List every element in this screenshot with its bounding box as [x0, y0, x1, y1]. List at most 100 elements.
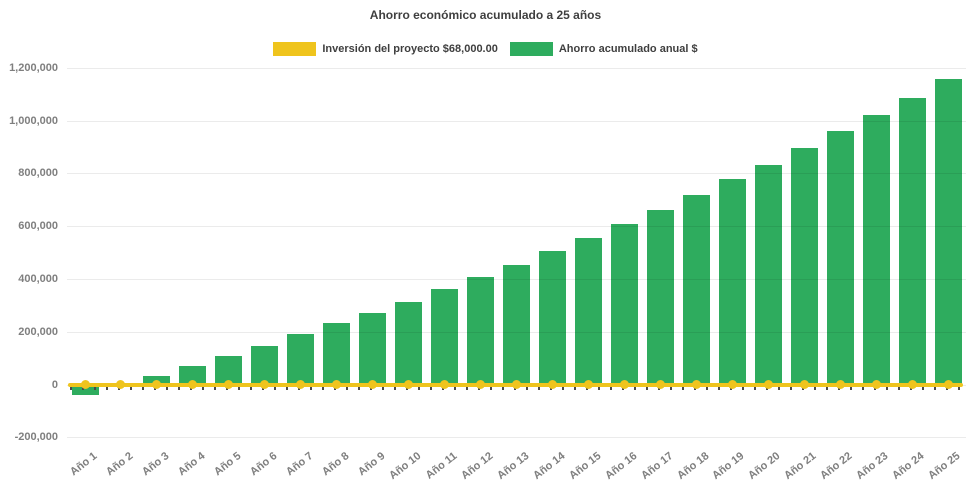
- bar-year-22[interactable]: [826, 131, 854, 385]
- axis-minor-tick: [250, 384, 252, 390]
- investment-marker-year-13[interactable]: [512, 380, 522, 389]
- axis-minor-tick: [754, 384, 756, 390]
- bar-year-17[interactable]: [647, 209, 675, 385]
- axis-minor-tick: [598, 384, 600, 390]
- bar-year-18[interactable]: [683, 194, 711, 385]
- axis-minor-tick: [490, 384, 492, 390]
- bar-year-21[interactable]: [790, 148, 818, 385]
- gridline-400,000: [67, 278, 966, 280]
- axis-minor-tick: [142, 384, 144, 390]
- y-axis-label-600,000: 600,000: [18, 220, 58, 233]
- axis-minor-tick: [106, 384, 108, 390]
- y-axis-label-1,000,000: 1,000,000: [9, 114, 58, 127]
- investment-marker-year-25[interactable]: [943, 380, 953, 389]
- axis-minor-tick: [322, 384, 324, 390]
- chart-legend: Inversión del proyecto $68,000.00 Ahorro…: [0, 42, 971, 56]
- axis-minor-tick: [178, 384, 180, 390]
- bar-year-10[interactable]: [395, 302, 423, 385]
- axis-minor-tick: [934, 384, 936, 390]
- axis-minor-tick: [166, 384, 168, 390]
- investment-marker-year-14[interactable]: [548, 380, 558, 389]
- axis-minor-tick: [538, 384, 540, 390]
- bar-year-25[interactable]: [934, 79, 962, 385]
- bar-year-23[interactable]: [862, 114, 890, 385]
- axis-minor-tick: [502, 384, 504, 390]
- axis-minor-tick: [562, 384, 564, 390]
- bar-year-9[interactable]: [359, 313, 387, 385]
- axis-minor-tick: [742, 384, 744, 390]
- investment-marker-year-10[interactable]: [404, 380, 414, 389]
- axis-minor-tick: [238, 384, 240, 390]
- axis-minor-tick: [646, 384, 648, 390]
- investment-marker-year-3[interactable]: [152, 380, 162, 389]
- axis-minor-tick: [346, 384, 348, 390]
- investment-marker-year-22[interactable]: [835, 380, 845, 389]
- y-axis-label--200,000: -200,000: [14, 431, 58, 444]
- investment-marker-year-15[interactable]: [584, 380, 594, 389]
- investment-marker-year-17[interactable]: [656, 380, 666, 389]
- axis-minor-tick: [310, 384, 312, 390]
- investment-marker-year-21[interactable]: [799, 380, 809, 389]
- axis-minor-tick: [526, 384, 528, 390]
- axis-minor-tick: [202, 384, 204, 390]
- bar-year-24[interactable]: [898, 97, 926, 385]
- gridline-800,000: [67, 173, 966, 175]
- bar-year-15[interactable]: [575, 237, 603, 385]
- axis-minor-tick: [682, 384, 684, 390]
- bar-year-19[interactable]: [718, 178, 746, 385]
- investment-marker-year-5[interactable]: [224, 380, 234, 389]
- axis-minor-tick: [574, 384, 576, 390]
- axis-minor-tick: [382, 384, 384, 390]
- bar-year-13[interactable]: [503, 265, 531, 385]
- bar-year-14[interactable]: [539, 250, 567, 385]
- axis-minor-tick: [850, 384, 852, 390]
- investment-marker-year-18[interactable]: [692, 380, 702, 389]
- bar-year-6[interactable]: [251, 345, 279, 385]
- investment-marker-year-19[interactable]: [727, 380, 737, 389]
- investment-marker-year-7[interactable]: [296, 380, 306, 389]
- axis-minor-tick: [706, 384, 708, 390]
- bar-year-7[interactable]: [287, 333, 315, 385]
- bar-year-12[interactable]: [467, 277, 495, 385]
- investment-marker-year-2[interactable]: [116, 380, 126, 389]
- gridline-200,000: [67, 331, 966, 333]
- bar-year-4[interactable]: [179, 365, 207, 385]
- y-axis-label-200,000: 200,000: [18, 325, 58, 338]
- bar-year-20[interactable]: [754, 165, 782, 385]
- axis-minor-tick: [94, 384, 96, 390]
- investment-marker-year-4[interactable]: [188, 380, 198, 389]
- investment-marker-year-11[interactable]: [440, 380, 450, 389]
- investment-marker-year-16[interactable]: [620, 380, 630, 389]
- axis-minor-tick: [286, 384, 288, 390]
- investment-marker-year-9[interactable]: [368, 380, 378, 389]
- investment-marker-year-24[interactable]: [907, 380, 917, 389]
- bar-year-16[interactable]: [611, 223, 639, 385]
- investment-marker-year-6[interactable]: [260, 380, 270, 389]
- bar-year-8[interactable]: [323, 322, 351, 385]
- y-axis-label-0: 0: [51, 378, 58, 391]
- y-axis-label-400,000: 400,000: [18, 272, 58, 285]
- axis-minor-tick: [826, 384, 828, 390]
- axis-minor-tick: [778, 384, 780, 390]
- investment-marker-year-8[interactable]: [332, 380, 342, 389]
- axis-minor-tick: [418, 384, 420, 390]
- gridline-1,200,000: [67, 67, 966, 69]
- axis-minor-tick: [70, 384, 72, 390]
- bar-year-11[interactable]: [431, 288, 459, 385]
- axis-minor-tick: [430, 384, 432, 390]
- axis-minor-tick: [358, 384, 360, 390]
- investment-marker-year-12[interactable]: [476, 380, 486, 389]
- legend-item-savings[interactable]: Ahorro acumulado anual $: [509, 42, 698, 56]
- investment-marker-year-23[interactable]: [871, 380, 881, 389]
- investment-marker-year-1[interactable]: [80, 380, 90, 389]
- investment-marker-year-20[interactable]: [763, 380, 773, 389]
- legend-item-investment[interactable]: Inversión del proyecto $68,000.00: [273, 42, 498, 56]
- gridline-1,000,000: [67, 120, 966, 122]
- savings-swatch: [509, 42, 553, 56]
- axis-minor-tick: [718, 384, 720, 390]
- gridline-600,000: [67, 226, 966, 228]
- bar-year-1[interactable]: [71, 384, 99, 395]
- bar-year-5[interactable]: [215, 355, 243, 385]
- axis-minor-tick: [454, 384, 456, 390]
- axis-minor-tick: [898, 384, 900, 390]
